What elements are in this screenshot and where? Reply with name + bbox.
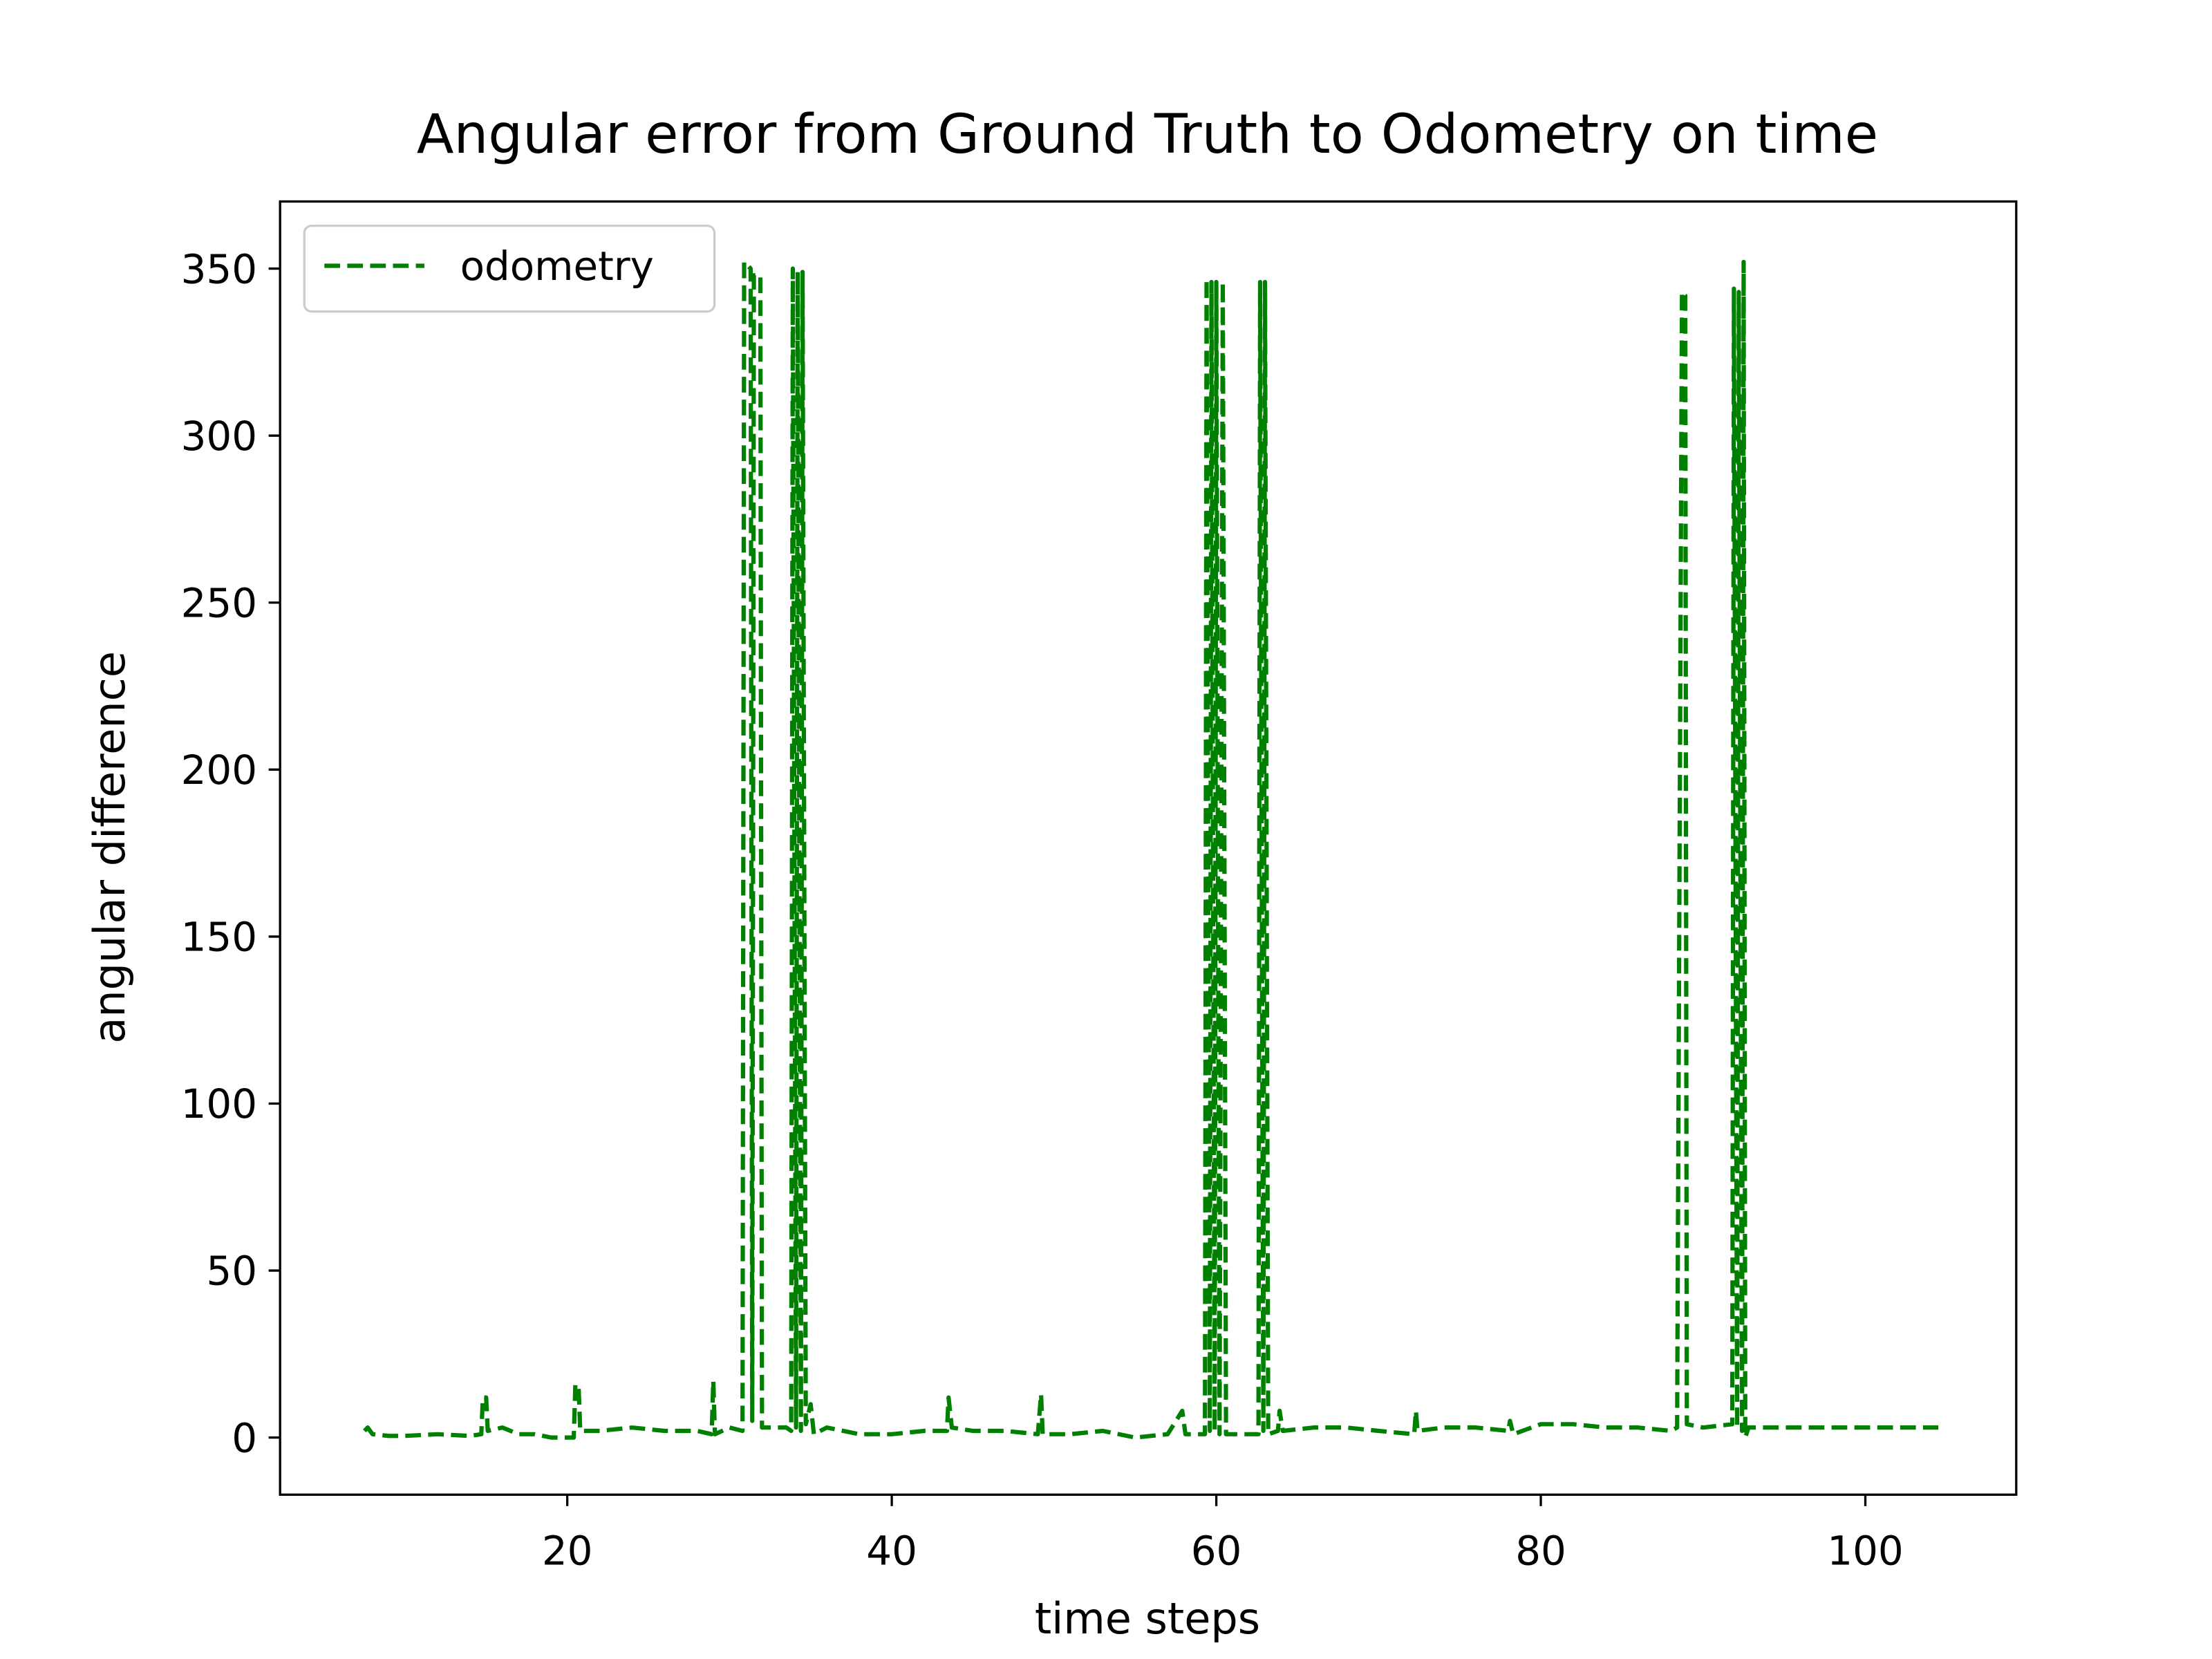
legend-box <box>303 224 716 313</box>
chart-title: Angular error from Ground Truth to Odome… <box>417 102 1878 166</box>
y-tick-label: 250 <box>181 579 257 626</box>
x-axis-label: time steps <box>1035 1593 1260 1644</box>
y-tick-label: 150 <box>181 914 257 961</box>
plot-frame <box>279 200 2018 1496</box>
legend: odometry <box>303 224 716 313</box>
x-tick-label: 80 <box>1515 1528 1566 1575</box>
legend-label: odometry <box>460 243 654 290</box>
y-tick-label: 300 <box>181 413 257 460</box>
y-axis-label: angular difference <box>84 651 135 1044</box>
x-tick-label: 100 <box>1827 1528 1903 1575</box>
x-tick-label: 60 <box>1191 1528 1242 1575</box>
x-tick-label: 40 <box>866 1528 917 1575</box>
y-tick-label: 50 <box>206 1248 257 1295</box>
x-tick-label: 20 <box>542 1528 593 1575</box>
y-tick-label: 200 <box>181 747 257 794</box>
y-tick-label: 350 <box>181 245 257 292</box>
y-tick-label: 0 <box>232 1414 257 1461</box>
y-tick-label: 100 <box>181 1080 257 1127</box>
